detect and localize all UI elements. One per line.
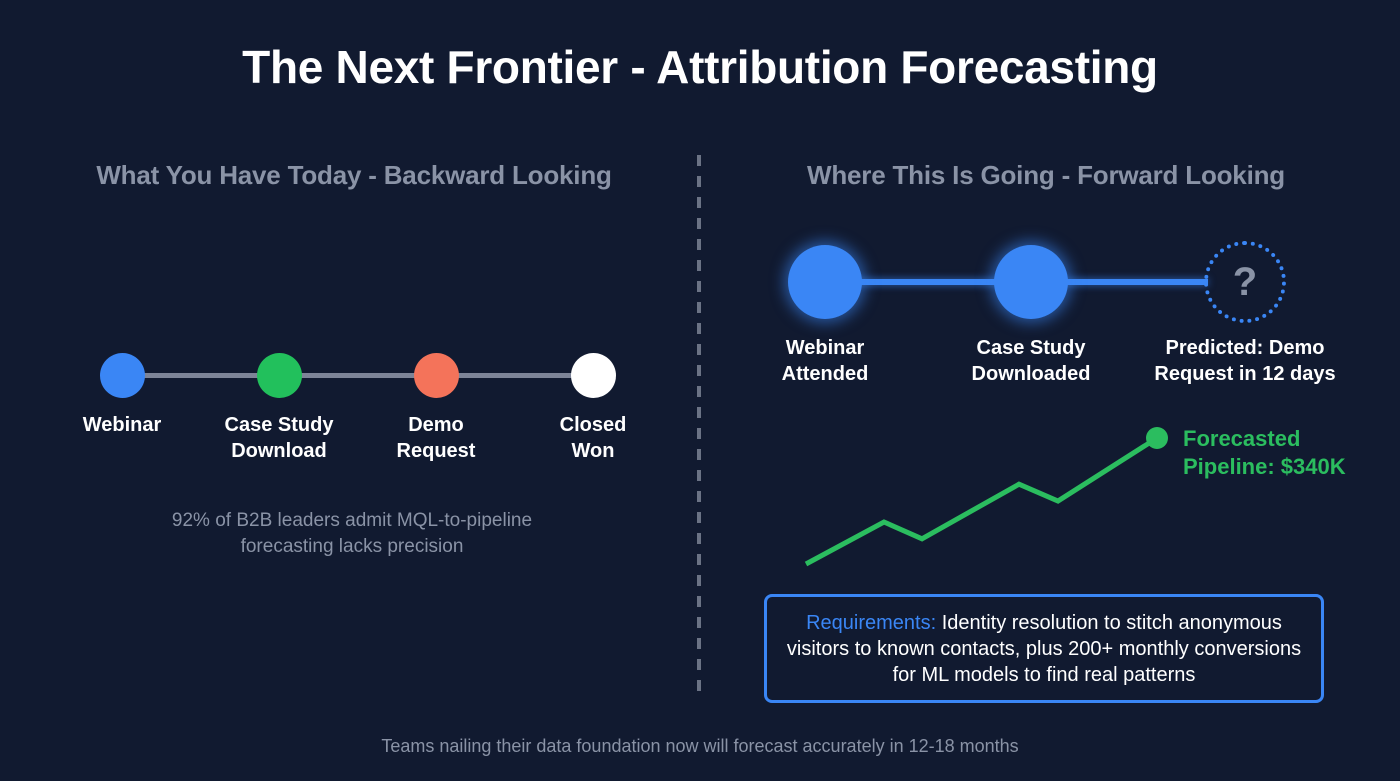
right-step-label-line1: Webinar [785, 337, 865, 359]
forecast-endpoint-icon [1146, 427, 1168, 449]
left-step-label-line2: Download [231, 440, 327, 462]
case-study-dot-icon [257, 353, 302, 398]
forecast-label: Forecasted Pipeline: $340K [1183, 425, 1346, 481]
closed-won-dot-icon [571, 353, 616, 398]
right-step-label-line1: Predicted: Demo [1165, 337, 1325, 359]
stat-line1: 92% of B2B leaders admit MQL-to-pipeline [171, 510, 533, 531]
left-section-header: What You Have Today - Backward Looking [96, 160, 612, 190]
right-step-label-line2: Request in 12 days [1154, 363, 1336, 385]
right-step-label-line1: Case Study [976, 337, 1086, 359]
section-divider [697, 155, 701, 695]
left-step-label-line1: Webinar [82, 414, 162, 436]
left-step-label-line1: Case Study [224, 414, 334, 436]
requirements-text: Requirements: Identity resolution to sti… [781, 610, 1307, 688]
right-step-label: Webinar Attended [715, 335, 935, 387]
requirements-box: Requirements: Identity resolution to sti… [764, 594, 1324, 703]
right-step-label-line2: Attended [781, 363, 869, 385]
case-study-downloaded-dot-icon [994, 245, 1068, 319]
demo-request-dot-icon [414, 353, 459, 398]
left-step-label-line2: Request [396, 440, 476, 462]
right-step-label-line2: Downloaded [971, 363, 1091, 385]
stat-text: 92% of B2B leaders admit MQL-to-pipeline… [102, 508, 602, 560]
question-mark-icon: ? [1232, 259, 1258, 304]
right-step-label: Predicted: Demo Request in 12 days [1135, 335, 1355, 387]
left-step-label-line1: Demo [408, 414, 464, 436]
stat-line2: forecasting lacks precision [240, 536, 464, 557]
predicted-step-circle: ? [1204, 241, 1286, 323]
requirements-label: Requirements: [806, 611, 937, 634]
left-timeline-line [122, 373, 593, 378]
forecast-label-line1: Forecasted [1183, 426, 1301, 451]
right-section-header: Where This Is Going - Forward Looking [807, 160, 1285, 190]
left-step-label: Demo Request [356, 412, 516, 464]
webinar-dot-icon [100, 353, 145, 398]
page-title: The Next Frontier - Attribution Forecast… [242, 41, 1158, 93]
left-step-label-line1: Closed [559, 414, 627, 436]
right-step-label: Case Study Downloaded [921, 335, 1141, 387]
left-step-label: Webinar [42, 412, 202, 438]
forecast-label-line2: Pipeline: $340K [1183, 454, 1346, 479]
left-step-label: Closed Won [513, 412, 673, 464]
left-step-label-line2: Won [571, 440, 615, 462]
forecast-line [804, 435, 1159, 567]
left-step-label: Case Study Download [199, 412, 359, 464]
footer-text: Teams nailing their data foundation now … [381, 736, 1019, 756]
webinar-attended-dot-icon [788, 245, 862, 319]
requirements-body: Identity resolution to stitch anonymous … [786, 611, 1302, 686]
